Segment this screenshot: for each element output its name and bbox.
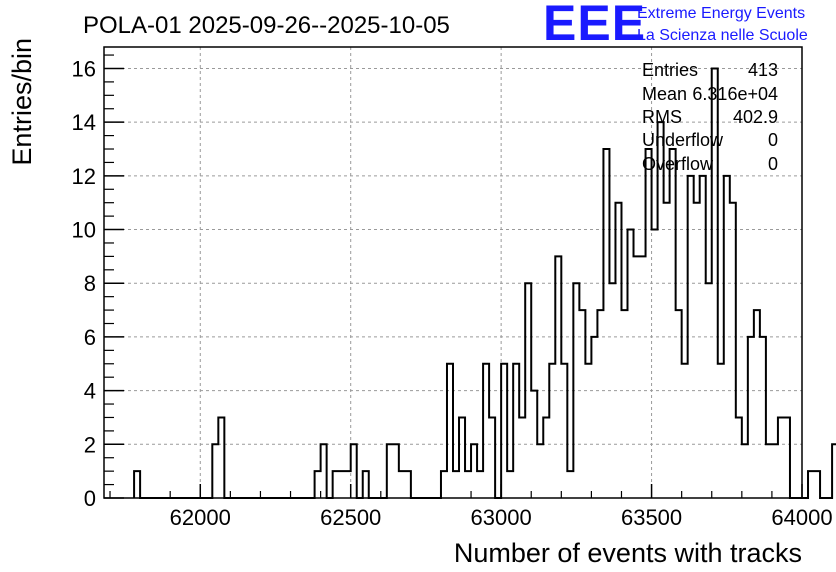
y-tick-label: 14 bbox=[72, 110, 96, 135]
x-tick-label: 63500 bbox=[621, 505, 682, 530]
eee-logo-line2: La Scienza nelle Scuole bbox=[637, 27, 808, 44]
x-tick-label: 63000 bbox=[471, 505, 532, 530]
y-tick-label: 10 bbox=[72, 218, 96, 243]
stats-label: Mean bbox=[642, 84, 687, 104]
y-tick-label: 2 bbox=[84, 432, 96, 457]
stats-label: Underflow bbox=[642, 130, 724, 150]
x-tick-label: 62000 bbox=[170, 505, 231, 530]
stats-label: RMS bbox=[642, 107, 682, 127]
y-tick-label: 0 bbox=[84, 486, 96, 511]
stats-label: Entries bbox=[642, 60, 698, 80]
x-tick-labels: 62000 62500 63000 63500 64000 bbox=[170, 505, 833, 530]
stats-value: 0 bbox=[768, 154, 778, 174]
stats-value: 0 bbox=[768, 130, 778, 150]
chart-title: POLA-01 2025-09-26--2025-10-05 bbox=[83, 12, 450, 39]
y-tick-label: 4 bbox=[84, 379, 96, 404]
eee-logo-line1: Extreme Energy Events bbox=[637, 5, 805, 22]
y-axis-title: Entries/bin bbox=[7, 38, 37, 166]
axis-ticks bbox=[104, 54, 803, 499]
y-tick-label: 16 bbox=[72, 56, 96, 81]
eee-logo-mark: EEE bbox=[543, 0, 646, 51]
x-tick-label: 62500 bbox=[320, 505, 381, 530]
eee-logo: EEE Extreme Energy Events La Scienza nel… bbox=[543, 0, 808, 51]
stats-value: 413 bbox=[748, 60, 778, 80]
y-tick-label: 8 bbox=[84, 271, 96, 296]
stats-value: 402.9 bbox=[733, 107, 778, 127]
plot-frame bbox=[103, 46, 803, 499]
stats-value: 6.316e+04 bbox=[692, 84, 778, 104]
y-tick-label: 12 bbox=[72, 164, 96, 189]
y-tick-labels: 0 2 4 6 8 10 12 14 16 bbox=[72, 56, 96, 511]
stats-label: Overflow bbox=[642, 154, 714, 174]
stats-box: Entries 413 Mean 6.316e+04 RMS 402.9 Underflow… bbox=[642, 60, 778, 174]
y-tick-label: 6 bbox=[84, 325, 96, 350]
x-axis-title: Number of events with tracks bbox=[454, 538, 802, 568]
x-tick-label: 64000 bbox=[771, 505, 832, 530]
